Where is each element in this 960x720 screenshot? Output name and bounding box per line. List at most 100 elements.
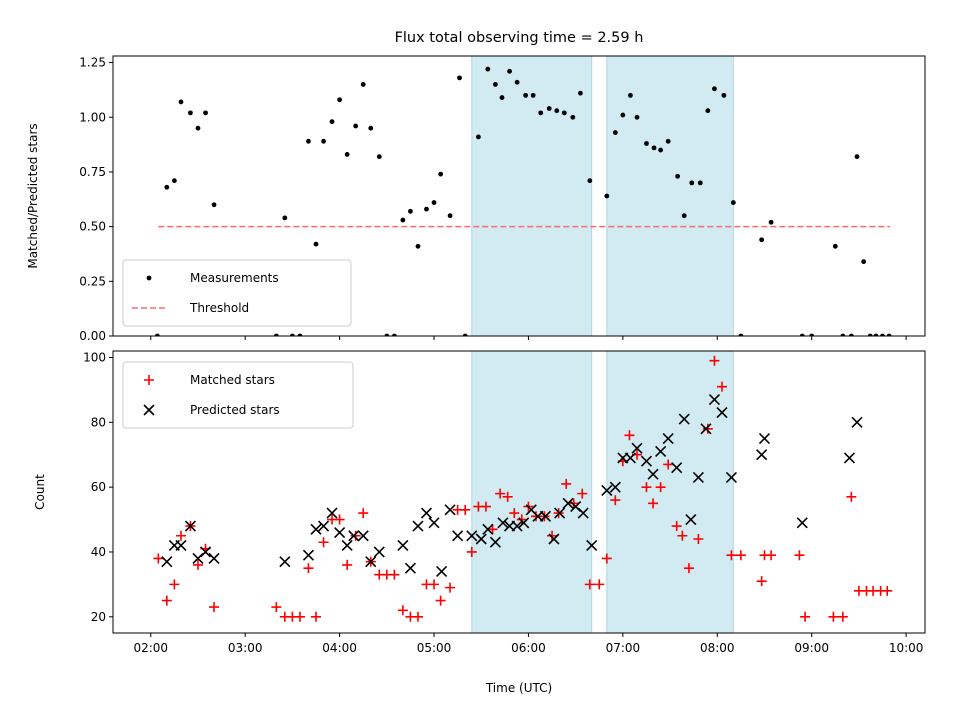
matched-star-point — [828, 611, 839, 622]
measurement-point — [171, 178, 177, 184]
matched-star-point — [577, 488, 588, 499]
measurement-point — [306, 138, 311, 144]
measurement-point — [848, 333, 854, 336]
bottom-shaded-interval-2 — [606, 350, 734, 634]
measurement-point — [344, 152, 350, 157]
matched-star-point — [584, 579, 595, 590]
matched-star-point — [318, 537, 329, 548]
measurement-point — [840, 333, 846, 336]
top-axes-frame — [112, 55, 926, 337]
predicted-star-point — [489, 536, 501, 548]
predicted-star-point — [412, 520, 424, 532]
measurement-point — [634, 114, 640, 120]
matched-star-point — [610, 495, 621, 506]
predicted-star-point — [609, 481, 621, 493]
top-y-tick-label: 1.00 — [79, 110, 106, 124]
predicted-star-point — [373, 546, 385, 558]
matched-star-point — [435, 595, 446, 606]
measurement-point — [681, 213, 687, 219]
predicted-star-point — [843, 452, 856, 464]
predicted-star-point — [671, 462, 683, 474]
matched-star-point — [209, 602, 220, 613]
matched-star-point — [663, 459, 674, 470]
matched-star-point — [766, 550, 777, 561]
predicted-star-point — [444, 504, 456, 516]
matched-star-point — [397, 605, 408, 616]
measurement-point — [832, 243, 838, 249]
measurement-point — [492, 82, 498, 87]
measurement-point — [523, 92, 529, 98]
measurement-point — [289, 333, 295, 336]
predicted-star-point — [758, 432, 771, 445]
matched-star-point — [466, 546, 477, 557]
measurement-point — [376, 154, 382, 160]
bottom-shaded-interval-1 — [471, 350, 593, 634]
matched-star-point — [837, 611, 848, 622]
predicted-star-point — [851, 416, 863, 428]
matched-star-point — [271, 602, 282, 613]
measurement-point — [297, 333, 303, 336]
predicted-star-point — [161, 556, 173, 568]
predicted-star-point — [685, 513, 697, 526]
bottom-axes-frame — [112, 350, 926, 634]
x-axis-label: Time (UTC) — [485, 681, 552, 695]
matched-star-point — [726, 550, 737, 561]
bottom-y-tick-label: 20 — [91, 610, 106, 624]
predicted-star-point — [326, 507, 338, 519]
predicted-star-point — [482, 523, 494, 535]
measurement-point — [313, 241, 319, 247]
measurement-point — [321, 138, 326, 144]
matched-star-point — [389, 569, 400, 580]
measurement-point — [462, 333, 468, 336]
predicted-star-point — [428, 517, 440, 529]
predicted-star-point — [725, 471, 738, 483]
measurement-point — [391, 333, 397, 336]
predicted-star-point — [662, 432, 674, 445]
matched-star-point — [624, 430, 635, 441]
predicted-star-point — [184, 520, 196, 532]
measurement-point — [867, 333, 873, 336]
top-panel: 0.00 0.25 0.50 0.75 1.00 1.25 Matched/Predicte… — [26, 55, 926, 343]
predicted-star-point — [716, 407, 728, 419]
predicted-star-point — [436, 565, 448, 577]
matched-star-point — [460, 504, 471, 515]
predicted-star-point — [640, 455, 653, 467]
predicted-star-point — [700, 423, 712, 435]
x-tick-label: 06:00 — [511, 641, 546, 655]
predicted-star-point — [397, 539, 409, 552]
top-y-tick-label: 0.75 — [79, 165, 106, 179]
matched-star-point — [671, 521, 682, 532]
measurement-point — [705, 108, 711, 114]
matched-star-point — [153, 553, 164, 564]
matched-star-point — [516, 514, 527, 525]
measurement-point — [675, 173, 681, 179]
top-shaded-interval-2 — [606, 55, 734, 337]
measurement-point — [546, 106, 552, 111]
measurement-point — [628, 92, 633, 98]
bottom-plot-area — [153, 355, 893, 622]
measurement-point — [431, 200, 437, 205]
top-legend-box — [122, 259, 352, 327]
matched-star-point — [709, 355, 720, 366]
measurement-point — [730, 200, 736, 205]
chart-title: Flux total observing time = 2.59 h — [395, 30, 644, 46]
bottom-legend: Matched stars Predicted stars — [122, 361, 354, 429]
matched-star-point — [655, 482, 666, 493]
predicted-star-point — [647, 468, 659, 480]
predicted-star-point — [577, 507, 589, 519]
predicted-star-point — [518, 517, 530, 529]
predicted-star-point — [796, 517, 808, 529]
predicted-star-point — [302, 549, 315, 561]
measurement-point — [712, 86, 717, 92]
measurement-point — [886, 333, 892, 336]
measurement-point — [211, 202, 217, 208]
predicted-star-point — [199, 546, 212, 558]
matched-star-point — [568, 498, 579, 509]
measurement-point — [620, 112, 626, 118]
matched-star-point — [594, 579, 605, 590]
x-tick-label: 02:00 — [133, 641, 168, 655]
predicted-star-point — [365, 556, 377, 568]
matched-star-point — [480, 501, 491, 512]
top-y-tick-label: 1.25 — [79, 56, 106, 70]
predicted-star-point — [497, 517, 509, 529]
